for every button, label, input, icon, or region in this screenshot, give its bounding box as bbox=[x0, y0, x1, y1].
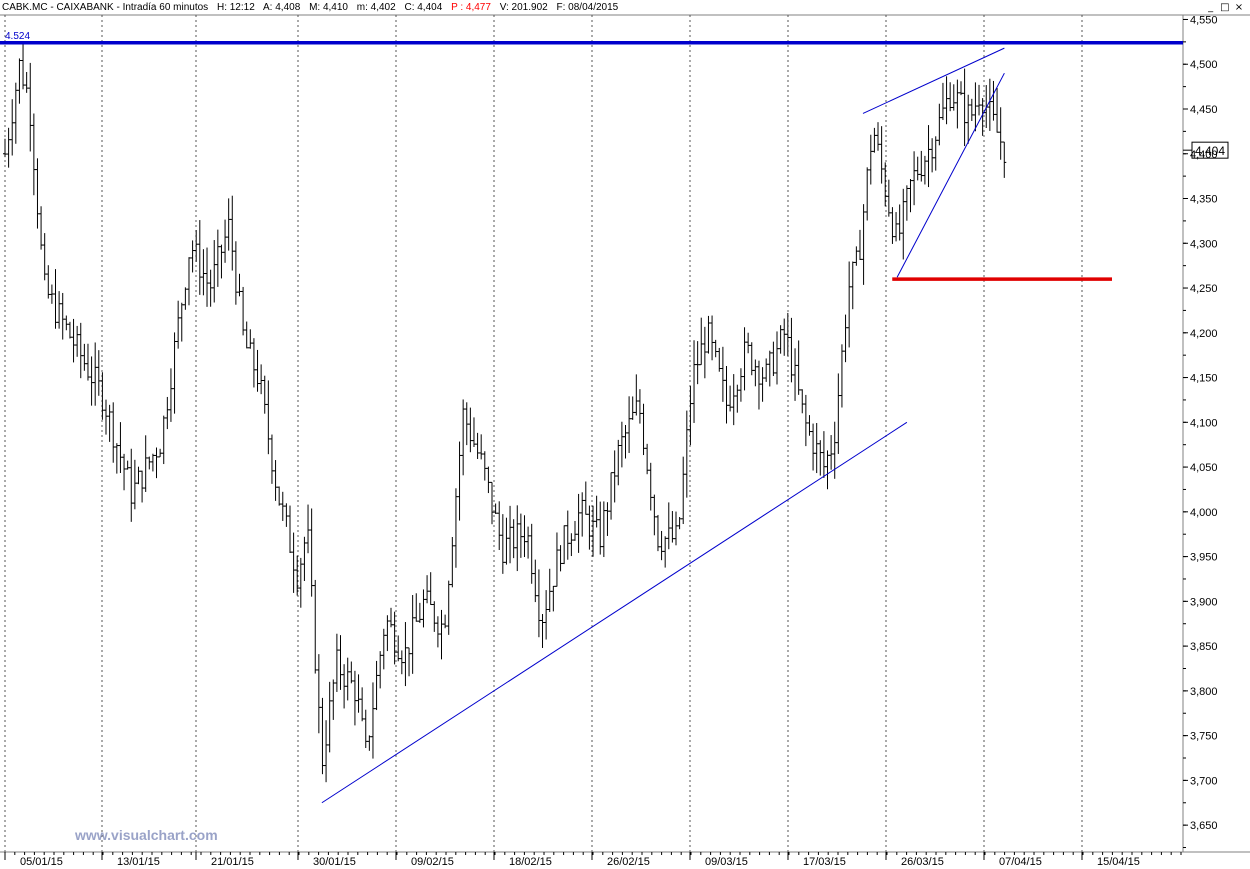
x-tick-label: 05/01/15 bbox=[20, 856, 63, 868]
chart-header: CABK.MC - CAIXABANK - Intradía 60 minuto… bbox=[2, 2, 624, 14]
x-tick-label: 26/02/15 bbox=[607, 856, 650, 868]
x-tick-label: 26/03/15 bbox=[901, 856, 944, 868]
y-tick-label: 4,200 bbox=[1190, 328, 1218, 340]
close-button[interactable]: × bbox=[1234, 2, 1244, 13]
y-tick-label: 4,500 bbox=[1190, 59, 1218, 71]
y-tick-label: 3,750 bbox=[1190, 731, 1218, 743]
x-tick-label: 09/03/15 bbox=[705, 856, 748, 868]
wedge-lower bbox=[896, 72, 1005, 278]
y-tick-label: 4,350 bbox=[1190, 194, 1218, 206]
x-tick-label: 07/04/15 bbox=[999, 856, 1042, 868]
y-tick-label: 4,000 bbox=[1190, 507, 1218, 519]
x-tick-label: 13/01/15 bbox=[117, 856, 160, 868]
header-time: H: 12:12 bbox=[216, 2, 255, 13]
y-tick-label: 4,550 bbox=[1190, 14, 1218, 26]
y-tick-label: 4,450 bbox=[1190, 104, 1218, 116]
y-tick-label: 4,100 bbox=[1190, 417, 1218, 429]
support-trendline bbox=[321, 421, 908, 804]
last-price-label: 4,404 bbox=[1195, 144, 1225, 158]
header-open: A: 4,408 bbox=[263, 2, 301, 13]
minimize-button[interactable]: _ bbox=[1208, 2, 1214, 13]
last-price-marker: 4,404 bbox=[1183, 141, 1229, 159]
y-tick-label: 4,300 bbox=[1190, 238, 1218, 250]
x-tick-label: 21/01/15 bbox=[211, 856, 254, 868]
y-tick-label: 3,950 bbox=[1190, 552, 1218, 564]
x-tick-label: 09/02/15 bbox=[411, 856, 454, 868]
header-prev: P : 4,477 bbox=[451, 2, 491, 13]
y-tick-label: 4,050 bbox=[1190, 462, 1218, 474]
header-close: C: 4,404 bbox=[404, 2, 443, 13]
y-tick-label: 4,250 bbox=[1190, 283, 1218, 295]
window-controls: _ □ × bbox=[1205, 2, 1244, 13]
maximize-button[interactable]: □ bbox=[1220, 2, 1230, 13]
wedge-upper bbox=[862, 47, 1005, 114]
x-tick-label: 17/03/15 bbox=[803, 856, 846, 868]
header-low: m: 4,402 bbox=[356, 2, 396, 13]
y-tick-label: 3,650 bbox=[1190, 820, 1218, 832]
header-high: M: 4,410 bbox=[309, 2, 348, 13]
resistance-label: 4.524 bbox=[5, 31, 30, 42]
y-tick-label: 4,400 bbox=[1190, 149, 1218, 161]
y-tick-label: 4,150 bbox=[1190, 373, 1218, 385]
x-tick-label: 30/01/15 bbox=[313, 856, 356, 868]
y-tick-label: 3,700 bbox=[1190, 775, 1218, 787]
header-volume: V: 201.902 bbox=[499, 2, 548, 13]
watermark: www.visualchart.com bbox=[74, 827, 218, 843]
header-date: F: 08/04/2015 bbox=[556, 2, 619, 13]
ohlc-bar bbox=[1002, 141, 1007, 178]
y-tick-label: 3,800 bbox=[1190, 686, 1218, 698]
x-tick-label: 15/04/15 bbox=[1097, 856, 1140, 868]
x-tick-label: 18/02/15 bbox=[509, 856, 552, 868]
header-symbol: CABK.MC - CAIXABANK - Intradía 60 minuto… bbox=[2, 2, 209, 13]
y-tick-label: 3,850 bbox=[1190, 641, 1218, 653]
y-tick-label: 3,900 bbox=[1190, 596, 1218, 608]
